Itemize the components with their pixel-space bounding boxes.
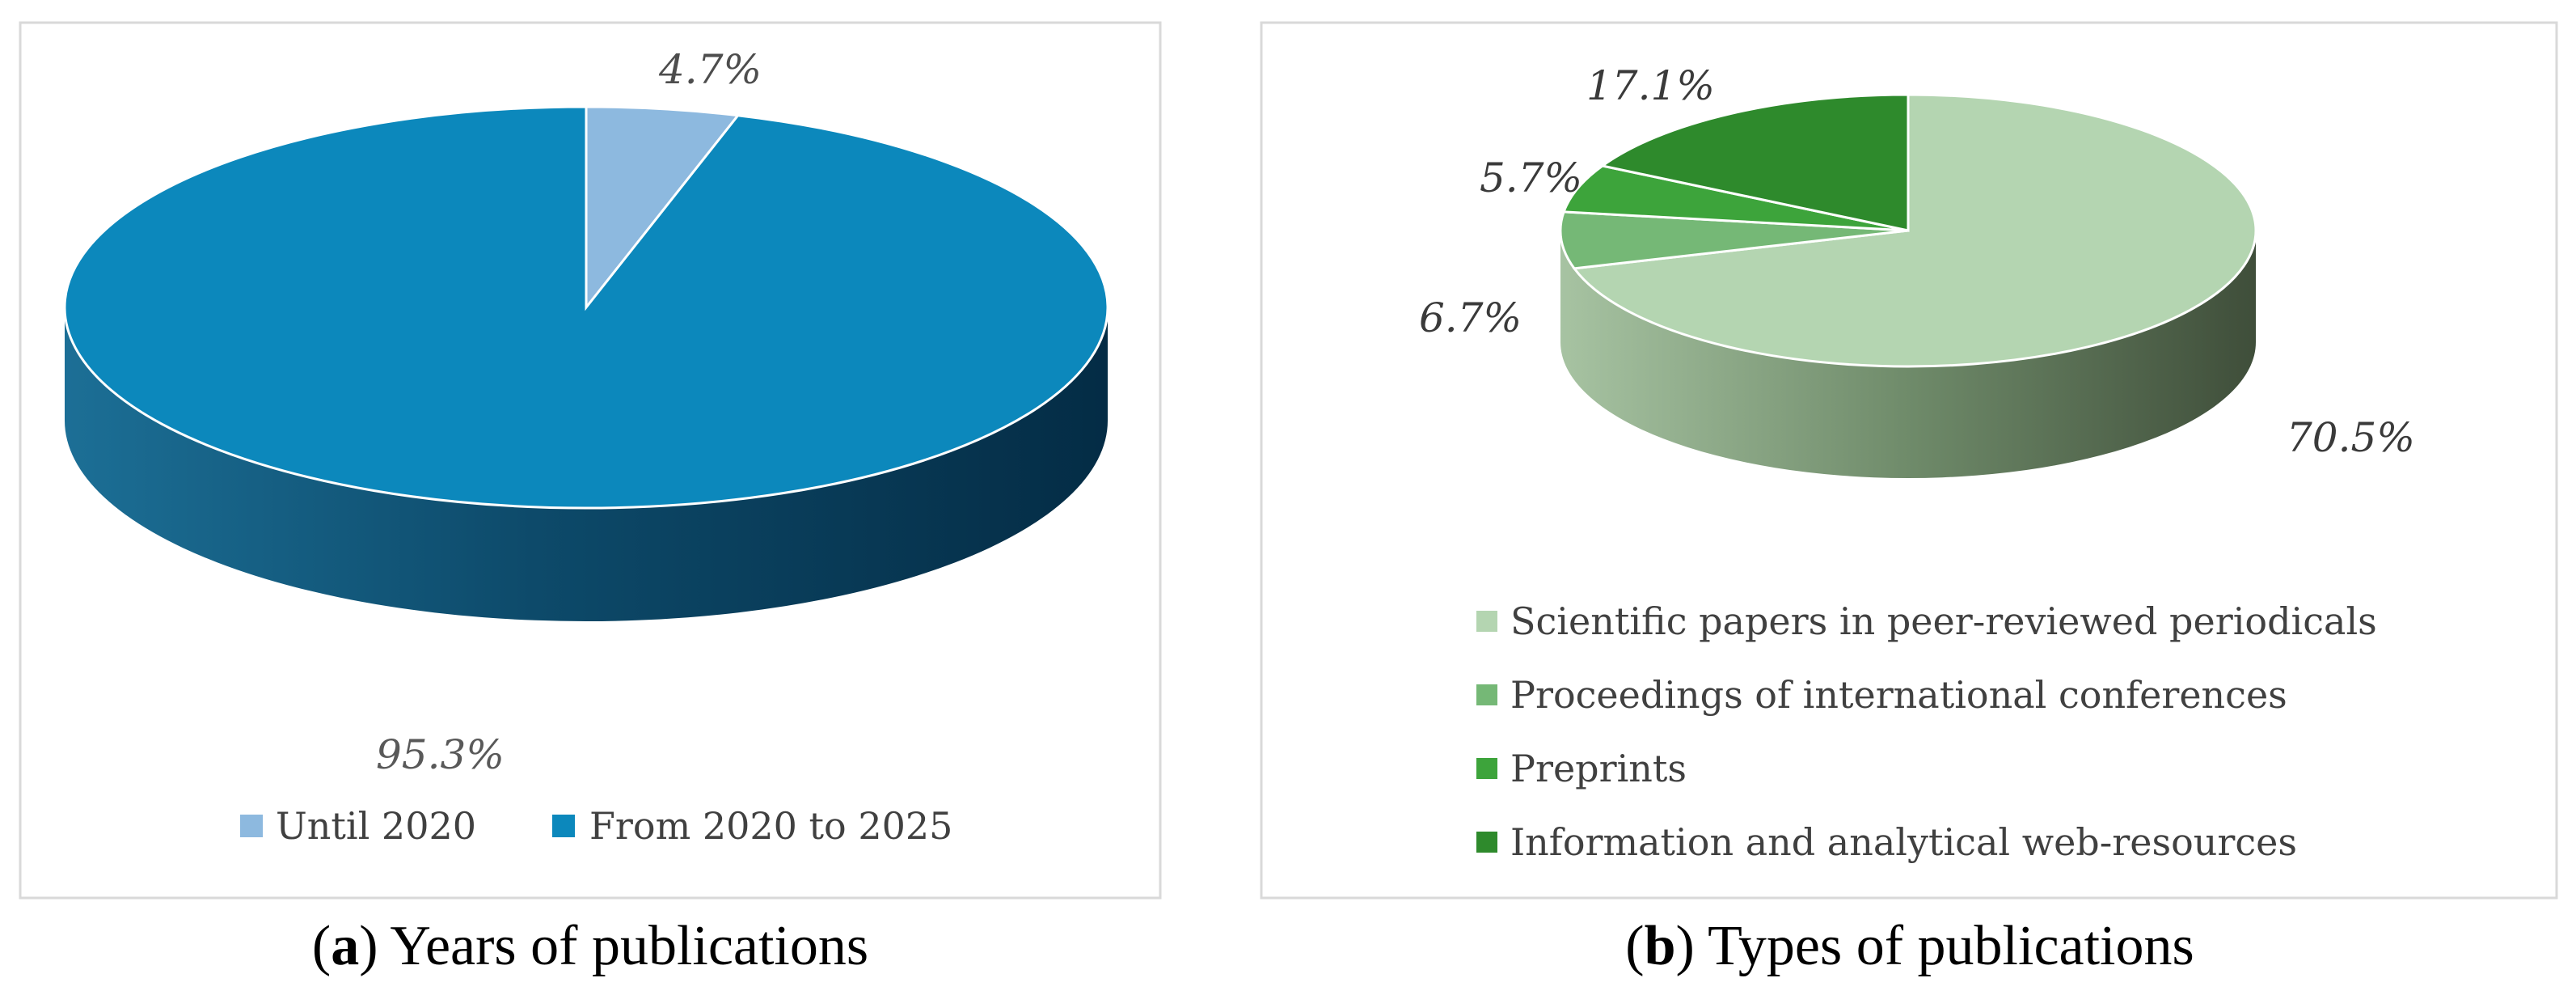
pie-b-label-web-resources: 17.1% <box>1586 62 1715 109</box>
caption-a-text: Years of publications <box>378 915 869 977</box>
legend-b-swatch-web-resources <box>1476 832 1497 853</box>
legend-b: Scientific papers in peer-reviewed perio… <box>1476 599 2377 864</box>
pie-b-label-proceedings: 6.7% <box>1419 294 1522 341</box>
pie-a-label-from-2020-to-2025: 95.3% <box>376 731 505 778</box>
legend-b-label-web-resources: Information and analytical web-resources <box>1510 820 2297 864</box>
panel-b: 70.5% 6.7% 5.7% 17.1% Scientific papers … <box>1260 21 2558 977</box>
legend-b-swatch-proceedings <box>1476 684 1497 705</box>
legend-a-label-from-2020-to-2025: From 2020 to 2025 <box>589 804 952 848</box>
legend-b-label-scientific-papers: Scientific papers in peer-reviewed perio… <box>1510 599 2377 643</box>
pie-a-slice-from-2020-to-2025 <box>63 105 1109 510</box>
pie-b-slice-information-and-analytical-web-resources <box>1599 93 1910 232</box>
pie-a-slice-until-2020 <box>585 105 741 311</box>
caption-b: (b) Types of publications <box>1625 915 2194 977</box>
legend-b-swatch-preprints <box>1476 758 1497 779</box>
pie-b-label-preprints: 5.7% <box>1480 155 1582 201</box>
pie-a-slices <box>63 105 1109 510</box>
legend-a-swatch-from-2020-to-2025 <box>552 815 575 837</box>
pie-b-side <box>1560 231 2256 478</box>
pie-b-label-scientific-papers: 70.5% <box>2287 414 2415 461</box>
legend-a-swatch-until-2020 <box>240 815 263 837</box>
pie-a-side <box>65 307 1108 621</box>
legend-a-label-until-2020: Until 2020 <box>276 804 476 848</box>
caption-a: (a) Years of publications <box>312 915 868 977</box>
pie-b-slice-scientific-papers-in-peer-reviewed-periodicals <box>1572 93 2257 368</box>
caption-b-letter: b <box>1645 915 1676 977</box>
legend-b-swatch-scientific-papers <box>1476 611 1497 632</box>
caption-b-text: Types of publications <box>1695 915 2194 977</box>
legend-b-label-preprints: Preprints <box>1510 747 1687 790</box>
legend-b-label-proceedings: Proceedings of international conferences <box>1510 673 2287 717</box>
caption-a-letter: a <box>331 915 359 977</box>
pie-b-slices <box>1559 93 2257 368</box>
panel-a: 4.7% 95.3% Until 2020 From 2020 to 2025 … <box>19 21 1162 977</box>
pie-a-label-until-2020: 4.7% <box>658 46 762 93</box>
legend-a: Until 2020 From 2020 to 2025 <box>240 804 952 848</box>
